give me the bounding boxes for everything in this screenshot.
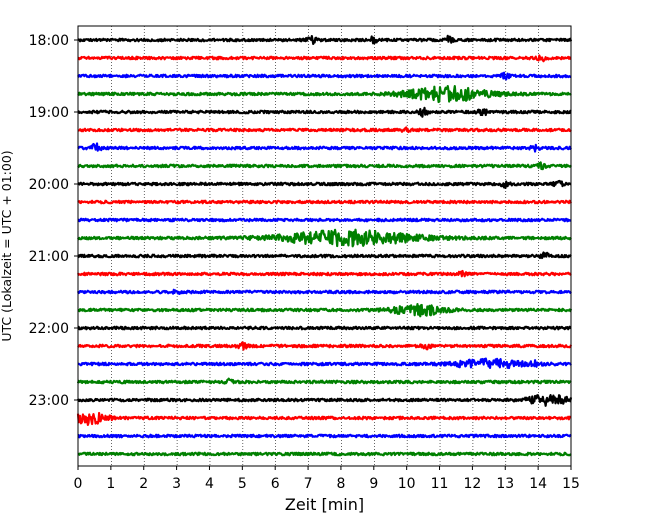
y-tick-label: 21:00 <box>29 249 69 265</box>
minute-grid <box>111 26 539 466</box>
x-tick-label: 0 <box>74 476 83 492</box>
trace-line <box>77 34 573 46</box>
y-axis: 18:00 19:00 20:00 21:00 22:00 23:00 <box>29 33 78 409</box>
trace-line <box>77 217 572 223</box>
trace-line <box>77 161 572 171</box>
trace-line <box>76 288 572 295</box>
trace-line <box>77 357 572 370</box>
x-tick-label: 15 <box>562 476 580 492</box>
trace-line <box>76 394 573 407</box>
trace-line <box>77 179 572 190</box>
x-tick-label: 5 <box>238 476 247 492</box>
y-axis-label: UTC (Lokalzeit = UTC + 01:00) <box>0 150 14 341</box>
trace-line <box>77 251 572 260</box>
x-tick-label: 12 <box>463 476 481 492</box>
y-tick-label: 23:00 <box>29 393 69 409</box>
trace-line <box>77 228 572 248</box>
trace-line <box>77 142 572 153</box>
trace-line <box>77 199 572 205</box>
trace-line <box>77 325 572 331</box>
trace-line <box>77 106 572 118</box>
trace-line <box>77 54 572 63</box>
x-tick-label: 13 <box>496 476 514 492</box>
trace-line <box>77 433 572 439</box>
x-tick-label: 6 <box>271 476 280 492</box>
trace-line <box>77 451 572 457</box>
x-tick-label: 1 <box>106 476 115 492</box>
x-axis: 0 1 2 3 4 5 6 7 8 9 10 11 12 13 14 15 <box>74 466 580 492</box>
x-tick-label: 7 <box>304 476 313 492</box>
trace-line <box>76 269 572 278</box>
x-tick-label: 11 <box>431 476 449 492</box>
x-tick-label: 14 <box>529 476 547 492</box>
trace-line <box>77 71 572 81</box>
x-axis-label: Zeit [min] <box>285 495 364 514</box>
trace-line <box>76 377 572 385</box>
trace-line <box>77 302 573 318</box>
x-tick-label: 2 <box>139 476 148 492</box>
y-tick-label: 20:00 <box>29 177 69 193</box>
y-tick-label: 22:00 <box>29 321 69 337</box>
trace-line <box>77 84 572 104</box>
trace-line <box>77 126 572 134</box>
x-tick-label: 4 <box>205 476 214 492</box>
x-tick-label: 9 <box>369 476 378 492</box>
y-tick-label: 19:00 <box>29 105 69 121</box>
y-tick-label: 18:00 <box>29 33 69 49</box>
x-tick-label: 8 <box>336 476 345 492</box>
x-tick-label: 3 <box>172 476 181 492</box>
trace-line <box>76 411 572 427</box>
x-tick-label: 10 <box>398 476 416 492</box>
trace-line <box>77 341 573 351</box>
trace-group <box>76 34 573 457</box>
plot-frame <box>77 25 572 467</box>
